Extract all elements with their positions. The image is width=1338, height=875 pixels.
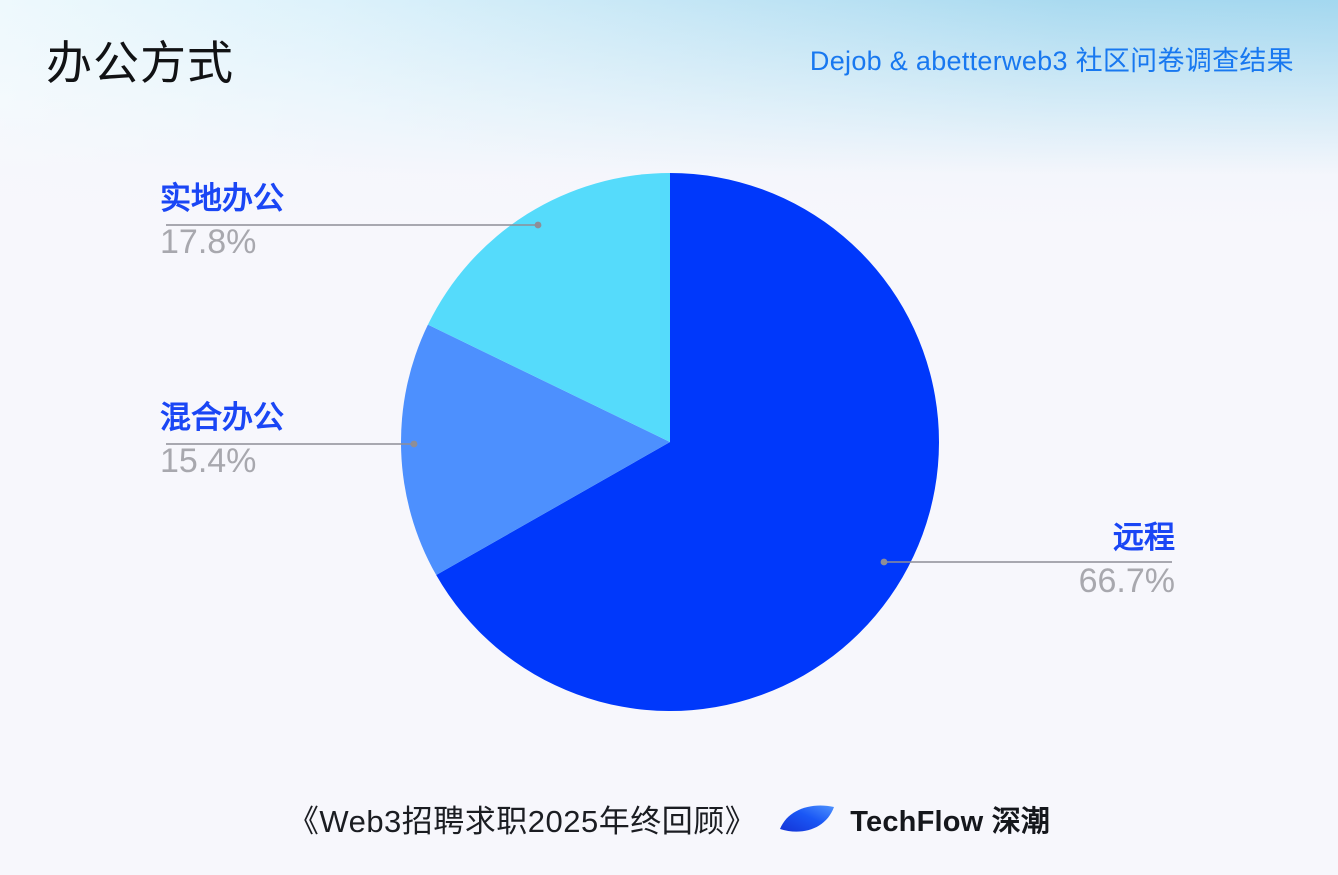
callout-onsite-percent: 17.8%	[160, 222, 257, 261]
callout-remote[interactable]: 远程 66.7%	[1078, 520, 1175, 601]
header: 办公方式 Dejob & abetterweb3 社区问卷调查结果	[0, 0, 1338, 120]
brand-name: TechFlow 深潮	[850, 805, 1051, 838]
callout-remote-label: 远程	[1113, 520, 1175, 555]
techflow-leaf-logo-icon	[780, 804, 835, 832]
callout-hybrid-label: 混合办公	[160, 400, 284, 435]
callout-onsite-label: 实地办公	[160, 181, 284, 216]
callout-hybrid-percent: 15.4%	[160, 441, 257, 480]
footer: 《Web3招聘求职2025年终回顾》 TechFlow 深潮	[0, 796, 1338, 841]
callout-onsite[interactable]: 实地办公 17.8%	[160, 181, 284, 262]
callout-remote-percent: 66.7%	[1078, 561, 1175, 600]
survey-source-subtitle: Dejob & abetterweb3 社区问卷调查结果	[809, 45, 1294, 76]
page-title: 办公方式	[46, 37, 234, 89]
brand-lockup: TechFlow 深潮	[778, 798, 1050, 840]
report-title: 《Web3招聘求职2025年终回顾》	[287, 804, 757, 839]
callout-hybrid[interactable]: 混合办公 15.4%	[160, 400, 284, 481]
